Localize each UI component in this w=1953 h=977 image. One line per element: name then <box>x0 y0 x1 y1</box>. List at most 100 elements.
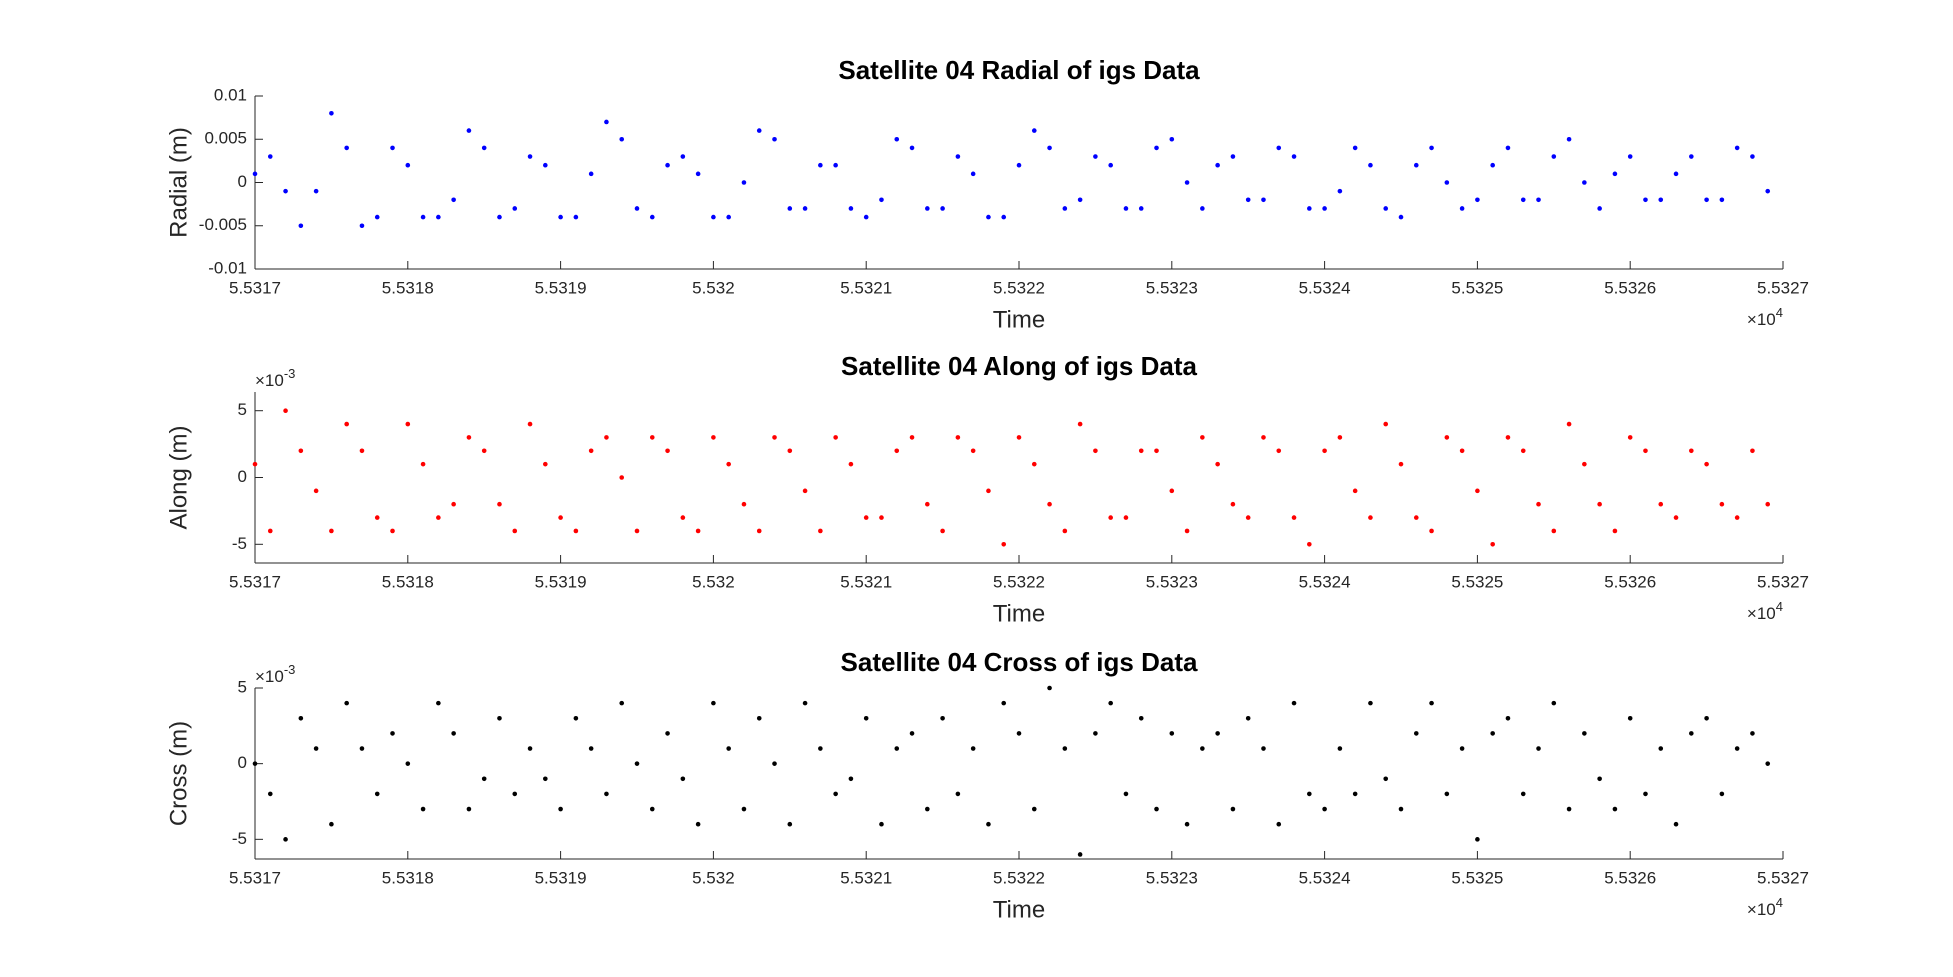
data-point <box>1551 528 1557 534</box>
x-tick-label: 5.5317 <box>229 868 281 887</box>
data-point <box>543 461 548 467</box>
data-point <box>604 119 609 125</box>
data-point <box>863 214 869 220</box>
data-point <box>1154 806 1159 812</box>
exponent-base: ×10 <box>1747 310 1776 329</box>
data-point <box>1490 731 1495 736</box>
chart-title: Satellite 04 Radial of igs Data <box>838 55 1200 85</box>
data-point <box>1413 731 1419 736</box>
data-point <box>1398 461 1404 467</box>
data-point <box>818 162 823 168</box>
data-point <box>604 435 609 440</box>
data-point <box>986 821 991 827</box>
data-point <box>1184 821 1190 827</box>
x-tick-label: 5.532 <box>692 572 735 591</box>
data-point <box>1612 171 1618 177</box>
data-point <box>1291 515 1297 520</box>
data-point <box>1612 806 1618 812</box>
data-point <box>451 731 456 736</box>
data-point <box>1673 821 1679 827</box>
data-point <box>1108 700 1113 706</box>
data-point <box>390 731 395 736</box>
data-point <box>1673 171 1679 177</box>
data-point <box>1643 791 1648 797</box>
data-point <box>1520 197 1526 203</box>
data-point <box>1077 421 1083 427</box>
exponent-label: ×104 <box>1747 305 1783 329</box>
data-point <box>1520 791 1526 797</box>
data-point <box>527 746 533 751</box>
data-point <box>1169 136 1175 142</box>
data-point <box>1062 746 1068 751</box>
x-axis-label: Time <box>993 600 1045 627</box>
data-point <box>1077 197 1083 203</box>
data-point <box>848 206 854 211</box>
data-point <box>1658 746 1664 751</box>
data-point <box>1261 197 1266 203</box>
data-point <box>1520 448 1526 454</box>
data-point <box>1062 528 1068 534</box>
data-point <box>1475 488 1480 494</box>
data-point <box>634 528 640 534</box>
data-point <box>298 715 304 721</box>
data-point <box>1536 746 1541 751</box>
data-point <box>649 435 655 440</box>
data-point <box>298 448 304 454</box>
exponent-label: ×10-3 <box>255 662 295 686</box>
data-point <box>772 136 777 142</box>
y-tick-label: -0.005 <box>199 215 247 234</box>
x-tick-label: 5.5324 <box>1299 572 1351 591</box>
x-axis-label: Time <box>993 306 1045 333</box>
data-point <box>1459 448 1465 454</box>
exponent-power: -3 <box>284 366 296 381</box>
plot-area <box>255 392 1783 563</box>
data-point <box>940 715 945 721</box>
data-point <box>329 528 334 534</box>
data-point <box>1276 145 1282 151</box>
x-tick-label: 5.5327 <box>1757 278 1809 297</box>
data-point <box>1123 515 1129 520</box>
x-tick-label: 5.5317 <box>229 278 281 297</box>
data-point <box>420 214 426 220</box>
data-point <box>1230 806 1236 812</box>
x-tick-label: 5.5323 <box>1146 278 1198 297</box>
data-point <box>481 776 487 782</box>
data-point <box>1337 746 1343 751</box>
x-tick-label: 5.5321 <box>840 572 892 591</box>
data-point <box>1750 154 1755 159</box>
data-point <box>955 435 961 440</box>
data-point <box>1597 206 1602 211</box>
exponent-power: 4 <box>1776 305 1783 320</box>
data-point <box>1230 501 1236 507</box>
x-tick-label: 5.5317 <box>229 572 281 591</box>
data-point <box>1123 791 1129 797</box>
y-tick-label: 5 <box>238 400 247 419</box>
x-tick-label: 5.5326 <box>1604 278 1656 297</box>
data-point <box>1658 197 1664 203</box>
y-axis-label: Along (m) <box>165 425 192 529</box>
data-point <box>390 145 395 151</box>
data-point <box>695 528 701 534</box>
data-point <box>680 154 686 159</box>
data-point <box>1582 461 1587 467</box>
data-point <box>344 700 349 706</box>
data-point <box>1016 162 1022 168</box>
data-point <box>1689 731 1694 736</box>
y-tick-label: 0 <box>238 753 247 772</box>
data-point <box>1597 776 1602 782</box>
data-point <box>787 206 793 211</box>
data-point <box>1031 461 1037 467</box>
data-point <box>512 528 518 534</box>
data-point <box>1429 528 1434 534</box>
data-point <box>1383 776 1389 782</box>
data-point <box>374 214 380 220</box>
data-point <box>512 206 518 211</box>
exponent-label: ×10-3 <box>255 366 295 390</box>
data-point <box>863 515 869 520</box>
x-tick-label: 5.532 <box>692 868 735 887</box>
data-point <box>374 515 380 520</box>
data-point <box>1307 206 1312 211</box>
data-point <box>283 408 288 414</box>
data-point <box>1689 154 1694 159</box>
